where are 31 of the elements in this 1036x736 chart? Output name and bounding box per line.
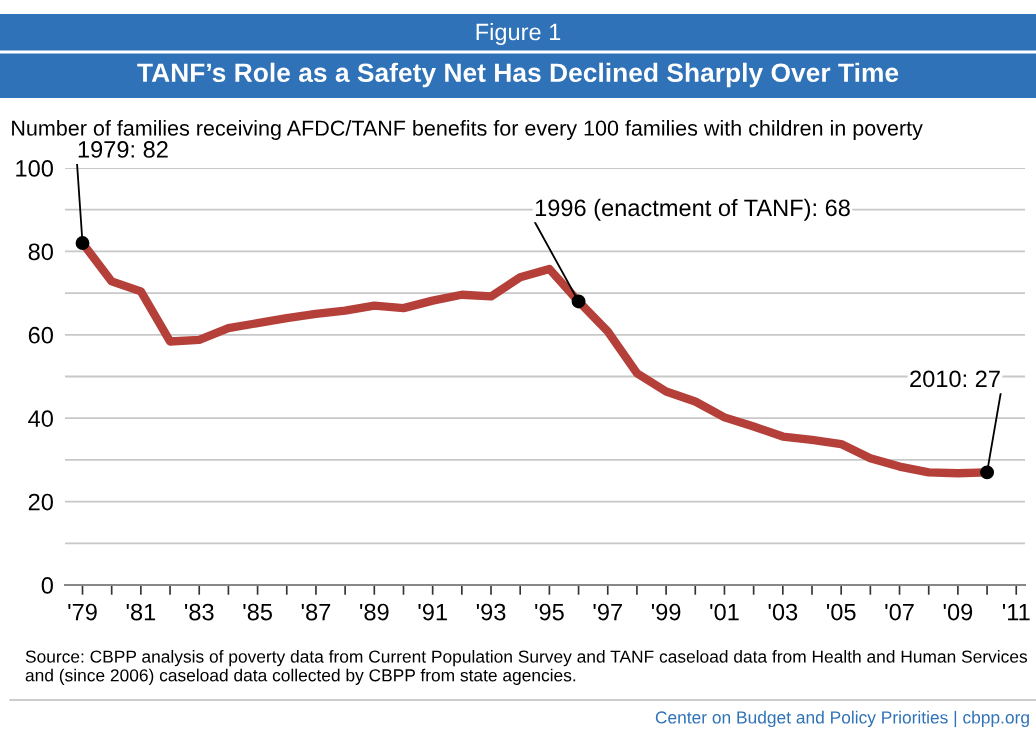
annotation: 1979: 82 [78,141,168,158]
source-note: Source: CBPP analysis of poverty data from Current Population Survey and TANF caseload data from Health and Human Services and (since 2006) caseload data collected by CBPP from state agencies. [25,650,1028,685]
x-tick-label: '11 [1002,603,1030,621]
x-tick-label: '95 [535,603,564,621]
y-tick-label: 0 [41,577,53,594]
y-tick-label: 80 [28,243,53,261]
x-tick-label: '91 [418,603,447,621]
chart-subtitle: TANF’s Role as a Safety Net Has Declined Sharply Over Time [137,62,899,88]
x-tick-label: '05 [826,603,856,621]
annotation: 2010: 27 [910,370,1000,388]
x-tick-label: '97 [593,603,622,621]
chart-title: Figure 1 [476,23,561,45]
x-tick-label: '83 [185,603,214,621]
y-tick-label: 60 [28,326,53,344]
x-tick-label: '85 [243,603,272,621]
x-tick-label: '09 [943,603,973,621]
x-tick-label: '79 [68,603,97,621]
x-tick-label: '81 [126,603,156,621]
x-tick-label: '99 [651,603,681,621]
x-tick-label: '87 [301,603,331,621]
y-tick-label: 20 [28,493,53,511]
text: Center on Budget and Policy Priorities | cbpp.org [655,710,1029,728]
annotation: 1996 (enactment of TANF): 68 [535,198,850,221]
x-tick-label: '03 [768,603,798,621]
x-tick-label: '93 [476,603,506,621]
x-tick-label: '89 [360,603,389,621]
x-tick-label: '07 [885,603,914,621]
y-axis-title: Number of families receiving AFDC/TANF benefits for every 100 families with children in poverty [12,119,923,141]
x-tick-label: '01 [710,603,739,621]
y-tick-label: 100 [16,160,53,177]
y-tick-label: 40 [28,410,53,427]
